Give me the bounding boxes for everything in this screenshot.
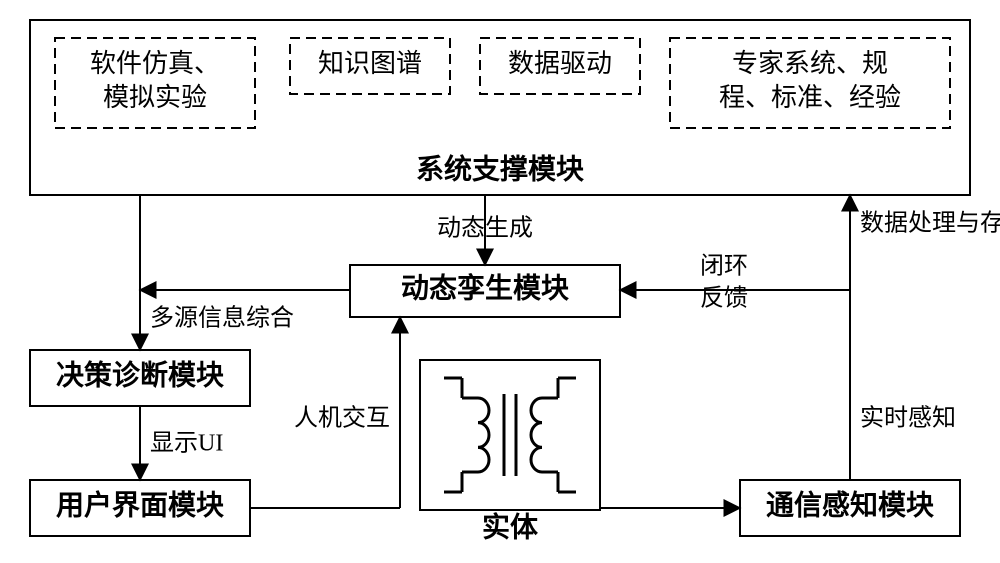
n_comm-label: 通信感知模块 [766,488,934,521]
n_dyn-label: 动态孪生模块 [401,271,569,304]
edge-support-dyn-label: 动态生成 [437,215,533,242]
n_expert-label: 程、标准、经验 [719,83,901,112]
n_sim-label: 软件仿真、 [90,49,220,78]
edge-comm-support2-label: 数据处理与存储 [860,210,1000,237]
n_support_title-label: 系统支撑模块 [416,152,584,185]
n_kg-label: 知识图谱 [318,49,422,78]
edge-ui-dyn-label: 人机交互 [294,405,390,432]
n_ui-label: 用户界面模块 [56,488,224,521]
edge-comm-support-label: 实时感知 [860,405,956,432]
edge-feedback-label: 闭环 [700,253,748,280]
edge-feedback2-label: 反馈 [700,285,748,312]
n_dd-label: 数据驱动 [508,49,612,78]
n_entity_lbl-label: 实体 [482,510,539,543]
edge-diag-ui-label: 显示UI [150,431,223,457]
n_entity [420,360,600,510]
edge-support-diag-label: 多源信息综合 [150,305,294,332]
n_diag-label: 决策诊断模块 [56,358,224,391]
n_expert-label: 专家系统、规 [732,49,888,78]
n_sim-label: 模拟实验 [103,83,207,112]
